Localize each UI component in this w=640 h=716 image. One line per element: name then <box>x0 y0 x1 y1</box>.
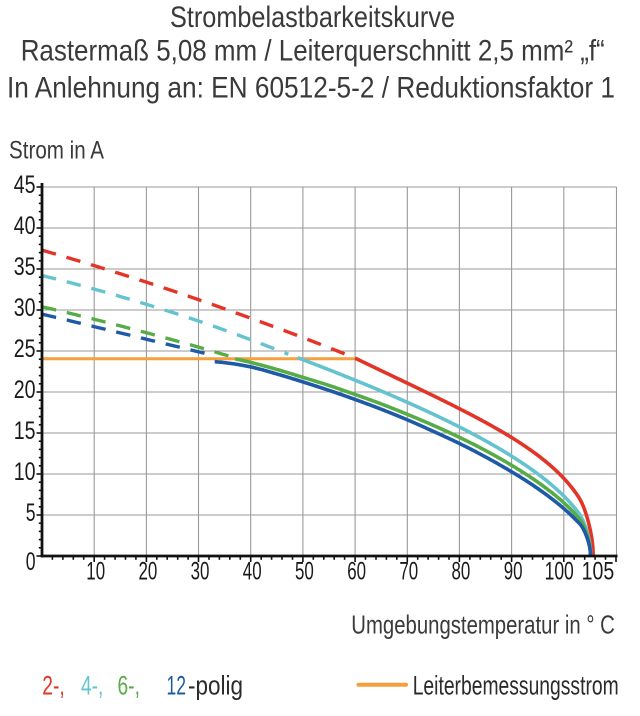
svg-text:100: 100 <box>545 558 574 586</box>
svg-text:80: 80 <box>452 558 471 586</box>
svg-text:40: 40 <box>243 558 262 586</box>
svg-text:12: 12 <box>167 671 187 701</box>
svg-text:4-,: 4-, <box>81 671 103 701</box>
svg-text:10: 10 <box>86 558 105 586</box>
svg-text:25: 25 <box>14 335 36 363</box>
svg-text:105: 105 <box>582 558 615 586</box>
svg-text:20: 20 <box>14 376 36 404</box>
svg-text:45: 45 <box>14 171 36 199</box>
svg-text:0: 0 <box>26 548 36 576</box>
svg-text:-polig: -polig <box>188 671 243 701</box>
svg-text:15: 15 <box>14 417 36 445</box>
svg-text:Umgebungstemperatur in ° C: Umgebungstemperatur in ° C <box>351 610 615 640</box>
svg-text:35: 35 <box>14 253 36 281</box>
svg-text:Leiterbemessungsstrom: Leiterbemessungsstrom <box>413 671 619 701</box>
svg-text:30: 30 <box>14 294 36 322</box>
svg-text:40: 40 <box>14 212 36 240</box>
svg-text:In Anlehnung an: EN 60512-5-2: In Anlehnung an: EN 60512-5-2 / Reduktio… <box>7 72 615 105</box>
svg-text:6-,: 6-, <box>118 671 140 701</box>
svg-text:70: 70 <box>399 558 418 586</box>
svg-text:2-,: 2-, <box>42 671 64 701</box>
svg-text:50: 50 <box>295 558 314 586</box>
svg-text:5: 5 <box>26 499 36 527</box>
svg-text:20: 20 <box>139 558 158 586</box>
svg-text:60: 60 <box>347 558 366 586</box>
svg-text:90: 90 <box>504 558 523 586</box>
svg-text:Strom in A: Strom in A <box>9 137 104 165</box>
svg-text:Strombelastbarkeitskurve: Strombelastbarkeitskurve <box>170 1 455 34</box>
svg-text:30: 30 <box>191 558 210 586</box>
svg-text:10: 10 <box>14 458 36 486</box>
svg-text:Rastermaß 5,08 mm / Leiterquer: Rastermaß 5,08 mm / Leiterquerschnitt 2,… <box>21 35 605 68</box>
